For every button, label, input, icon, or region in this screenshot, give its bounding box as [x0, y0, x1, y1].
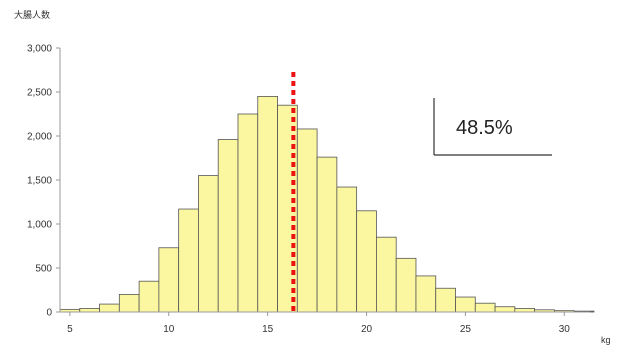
- x-ticks-group: 5 10 15 20 25 30: [67, 312, 570, 335]
- histogram-bar: [178, 208, 199, 313]
- histogram-bar: [79, 308, 100, 313]
- histogram-bar: [376, 236, 397, 313]
- histogram-bar: [296, 128, 318, 313]
- histogram-bar: [356, 210, 377, 313]
- x-tick-label: 30: [559, 324, 571, 335]
- histogram-bar: [494, 306, 516, 313]
- y-tick-label: 1,000: [27, 220, 52, 231]
- y-tick-label: 2,500: [27, 88, 52, 99]
- histogram-bar: [198, 175, 219, 313]
- histogram-bar: [474, 302, 496, 313]
- histogram-bar: [138, 280, 160, 313]
- histogram-bar: [257, 96, 278, 313]
- histogram-bar: [455, 296, 476, 313]
- callout-percentage-text: 48.5%: [456, 117, 513, 139]
- histogram-bar: [395, 257, 417, 313]
- y-tick-label: 2,000: [27, 132, 52, 143]
- x-tick-label: 15: [262, 324, 274, 335]
- histogram-bar: [118, 293, 140, 313]
- x-tick-label: 5: [67, 324, 73, 335]
- y-tick-label: 1,500: [27, 176, 52, 187]
- x-axis-unit-label: kg: [601, 335, 611, 345]
- percentage-callout: 48.5%: [433, 98, 552, 156]
- y-axis-unit-label: 大腸人数: [14, 9, 50, 20]
- histogram-bar: [158, 247, 180, 313]
- bars-group: [59, 96, 595, 313]
- histogram-bar: [514, 308, 536, 313]
- x-tick-label: 25: [460, 324, 472, 335]
- x-tick-label: 10: [163, 324, 175, 335]
- y-tick-label: 0: [46, 308, 52, 319]
- histogram-bar: [336, 186, 358, 313]
- y-tick-label: 500: [35, 264, 52, 275]
- histogram-bar: [217, 139, 239, 313]
- histogram-bar: [99, 303, 120, 313]
- x-tick-label: 20: [361, 324, 373, 335]
- histogram-bar: [415, 275, 437, 313]
- y-tick-label: 3,000: [27, 44, 52, 55]
- histogram-bar: [316, 156, 338, 313]
- histogram-bar: [237, 113, 259, 313]
- histogram-bar: [435, 287, 456, 313]
- y-ticks-group: 0 500 1,000 1,500 2,000 2,500 3,000: [27, 44, 60, 319]
